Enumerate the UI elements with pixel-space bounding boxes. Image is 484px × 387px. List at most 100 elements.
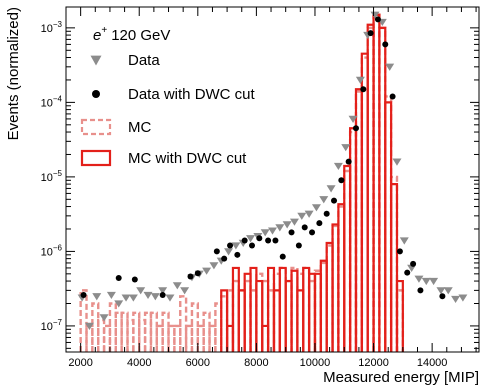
mc-bin bbox=[184, 324, 194, 352]
data-point bbox=[106, 291, 116, 300]
x-tick-label: 14000 bbox=[417, 357, 448, 369]
data-point bbox=[246, 235, 256, 243]
data-point bbox=[231, 242, 241, 250]
data-point bbox=[289, 218, 299, 226]
legend-label: MC with DWC cut bbox=[128, 150, 247, 167]
annotation-energy: 120 GeV bbox=[111, 27, 170, 44]
y-tick-label: 10−7 bbox=[41, 318, 63, 333]
data-point bbox=[421, 277, 431, 286]
y-tick-label: 10−4 bbox=[41, 94, 63, 109]
data-point bbox=[326, 185, 336, 193]
data-point bbox=[209, 262, 219, 270]
data-dwc-point bbox=[115, 274, 122, 281]
data-dwc-point bbox=[256, 235, 263, 242]
data-point bbox=[84, 322, 94, 330]
data-point bbox=[429, 277, 439, 286]
mc-dwc-bin bbox=[390, 183, 399, 352]
tick-labels: 2000 4000 6000 8000 10000 12000 14000 10−7 10−6 1… bbox=[41, 20, 448, 369]
y-tick-label: 10−5 bbox=[41, 169, 63, 184]
data-point bbox=[202, 267, 212, 275]
mc-dwc-bin bbox=[255, 279, 264, 352]
plot-frame bbox=[65, 6, 480, 353]
mc-bin bbox=[102, 324, 112, 352]
data-dwc-point bbox=[279, 253, 286, 260]
data-dwc-point bbox=[374, 16, 381, 23]
legend-marker-mc bbox=[80, 118, 112, 136]
svg-text:e+120 GeV: e+ 120 GeV bbox=[93, 25, 170, 44]
data-dwc-point bbox=[404, 269, 411, 276]
x-axis-title: Measured energy [MIP] bbox=[323, 369, 479, 386]
data-dwc-point bbox=[80, 291, 87, 298]
legend-label: Data with DWC cut bbox=[128, 86, 256, 103]
data-point bbox=[458, 294, 468, 302]
data-point bbox=[341, 144, 351, 152]
data-dwc-point bbox=[309, 229, 316, 236]
data-point bbox=[92, 293, 102, 301]
data-dwc-point bbox=[159, 291, 166, 298]
mc-bin bbox=[167, 324, 176, 352]
data-dwc-point bbox=[331, 197, 338, 204]
data-dwc-point bbox=[439, 293, 446, 300]
data-point bbox=[370, 11, 380, 19]
data-point bbox=[275, 224, 285, 232]
y-tick-label: 10−6 bbox=[41, 243, 63, 258]
mc-bin bbox=[208, 324, 217, 352]
data-dwc-point bbox=[221, 255, 228, 262]
data-dwc-point bbox=[316, 220, 323, 227]
data-point bbox=[392, 158, 402, 166]
data-dwc-point bbox=[417, 287, 424, 294]
legend: Data Data with DWC cut MC MC with DWC cut bbox=[80, 52, 256, 167]
data-point bbox=[333, 162, 343, 171]
data-point bbox=[399, 237, 409, 245]
data-dwc-point bbox=[295, 242, 302, 249]
data-dwc-point bbox=[213, 248, 220, 255]
data-dwc-point bbox=[352, 125, 359, 132]
mc-dwc-bin bbox=[220, 289, 229, 352]
data-dwc-point bbox=[187, 273, 194, 280]
data-point bbox=[172, 282, 182, 290]
data-point bbox=[99, 314, 109, 322]
data-point bbox=[385, 63, 395, 71]
legend-label: MC bbox=[128, 119, 151, 136]
data-dwc-point bbox=[241, 237, 248, 244]
data-dwc-point bbox=[338, 177, 345, 184]
data-point bbox=[143, 291, 153, 300]
x-tick-label: 2000 bbox=[68, 357, 92, 369]
data-point bbox=[414, 275, 424, 283]
data-point bbox=[304, 210, 314, 218]
data-dwc-point bbox=[194, 270, 201, 277]
x-tick-label: 4000 bbox=[127, 357, 151, 369]
data-point bbox=[180, 287, 190, 295]
x-tick-label: 8000 bbox=[244, 357, 268, 369]
data-point bbox=[114, 300, 124, 308]
data-dwc-point bbox=[323, 210, 330, 217]
axis-ticks bbox=[66, 7, 479, 352]
data-point bbox=[451, 295, 461, 304]
data-point bbox=[165, 294, 175, 302]
data-point bbox=[319, 196, 329, 204]
y-tick-label: 10−3 bbox=[41, 20, 63, 35]
data-dwc-point bbox=[248, 242, 255, 249]
data-dwc-point bbox=[410, 260, 417, 267]
points-layer bbox=[77, 11, 468, 330]
data-point bbox=[436, 287, 446, 295]
data-dwc-point bbox=[360, 86, 367, 93]
data-point bbox=[348, 115, 358, 123]
data-dwc-point bbox=[301, 224, 308, 231]
legend-marker-dwc bbox=[92, 90, 100, 98]
data-dwc-point bbox=[234, 251, 241, 258]
mc-bin bbox=[179, 295, 188, 352]
data-point bbox=[443, 287, 453, 295]
mc-bin bbox=[155, 324, 164, 352]
data-point bbox=[297, 212, 307, 220]
data-point bbox=[355, 76, 365, 84]
legend-marker-mc-dwc bbox=[80, 149, 112, 167]
data-point bbox=[158, 287, 168, 295]
x-tick-label: 6000 bbox=[186, 357, 210, 369]
data-dwc-point bbox=[272, 237, 279, 244]
data-dwc-point bbox=[288, 229, 295, 236]
mc-bin bbox=[196, 324, 205, 352]
data-point bbox=[224, 248, 234, 256]
y-axis-title: Events (normalized) bbox=[5, 7, 22, 140]
